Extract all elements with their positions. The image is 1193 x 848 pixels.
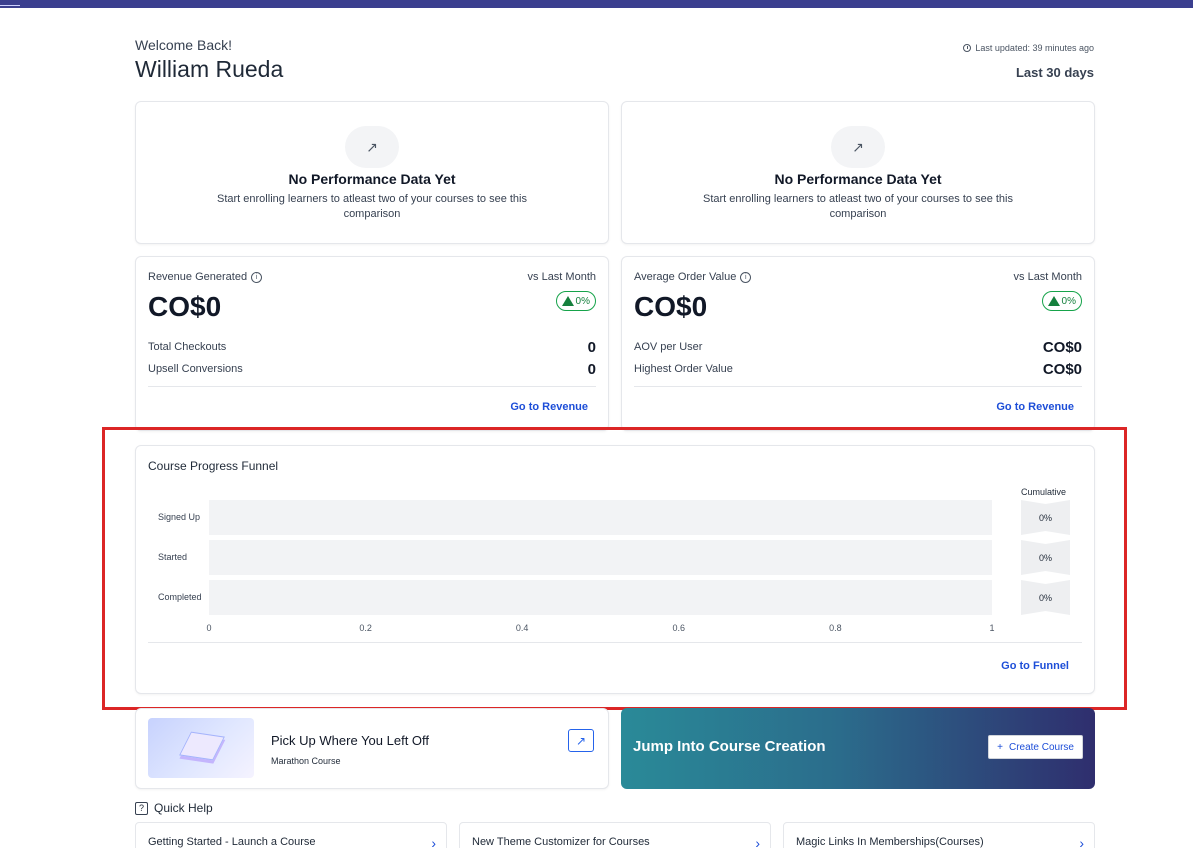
metric-row-label: Highest Order Value bbox=[634, 363, 733, 375]
revenue-label-text: Revenue Generated bbox=[148, 271, 248, 283]
metric-row-label: Total Checkouts bbox=[148, 341, 227, 353]
metric-row-label: AOV per User bbox=[634, 341, 703, 353]
compare-label: vs Last Month bbox=[527, 271, 596, 283]
course-thumbnail[interactable] bbox=[148, 718, 254, 778]
metric-row-value: CO$0 bbox=[1042, 360, 1082, 378]
top-bar bbox=[0, 0, 1193, 8]
last-updated: Last updated: 39 minutes ago bbox=[963, 43, 1094, 53]
performance-card-right: ↗ No Performance Data Yet Start enrollin… bbox=[621, 101, 1095, 244]
info-icon[interactable]: i bbox=[740, 271, 752, 283]
change-value: 0% bbox=[1061, 295, 1076, 307]
divider bbox=[148, 642, 1082, 643]
quick-help-label: Quick Help bbox=[154, 801, 213, 815]
help-article-card[interactable]: Getting Started - Launch a Course › bbox=[135, 822, 447, 848]
top-bar-accent bbox=[0, 5, 20, 6]
book-illustration bbox=[179, 731, 225, 761]
aov-card: Average Order Value i vs Last Month CO$0… bbox=[621, 256, 1095, 431]
metric-row: Total Checkouts 0 bbox=[148, 338, 596, 356]
performance-title: No Performance Data Yet bbox=[774, 171, 942, 187]
chevron-right-icon: › bbox=[755, 835, 760, 848]
funnel-category-label: Started bbox=[158, 552, 188, 562]
funnel-bar-track bbox=[209, 500, 992, 535]
course-creation-banner: Jump Into Course Creation + Create Cours… bbox=[621, 708, 1095, 789]
change-badge: 0% bbox=[1041, 291, 1082, 311]
revenue-card: Revenue Generated i vs Last Month CO$0 0… bbox=[135, 256, 609, 431]
go-to-funnel-link[interactable]: Go to Funnel bbox=[1001, 660, 1069, 672]
triangle-up-icon bbox=[561, 296, 574, 306]
change-badge: 0% bbox=[555, 291, 596, 311]
external-link-button[interactable]: ↗ bbox=[568, 729, 594, 752]
go-to-revenue-link[interactable]: Go to Revenue bbox=[996, 401, 1074, 413]
cumulative-value: 0% bbox=[1021, 540, 1070, 575]
metric-row: Highest Order Value CO$0 bbox=[634, 360, 1082, 378]
welcome-text: Welcome Back! bbox=[135, 37, 232, 53]
metric-row-value: 0 bbox=[587, 338, 596, 356]
go-to-revenue-link[interactable]: Go to Revenue bbox=[510, 401, 588, 413]
trend-up-icon: ↗ bbox=[345, 126, 399, 168]
revenue-label: Revenue Generated i bbox=[148, 271, 263, 283]
metric-row-value: 0 bbox=[587, 360, 596, 378]
performance-card-left: ↗ No Performance Data Yet Start enrollin… bbox=[135, 101, 609, 244]
create-course-label: Create Course bbox=[1008, 741, 1074, 753]
question-icon: ? bbox=[135, 801, 148, 815]
x-tick-label: 0.8 bbox=[829, 623, 842, 633]
x-tick-label: 1 bbox=[989, 623, 995, 633]
x-tick-label: 0.6 bbox=[672, 623, 686, 633]
clock-icon bbox=[963, 44, 972, 52]
date-range-selector[interactable]: Last 30 days bbox=[1015, 65, 1094, 80]
funnel-category-label: Signed Up bbox=[158, 512, 201, 522]
help-article-title: New Theme Customizer for Courses bbox=[472, 836, 650, 848]
x-tick-label: 0.2 bbox=[359, 623, 372, 633]
x-tick-label: 0 bbox=[206, 623, 212, 633]
pickup-card[interactable]: Pick Up Where You Left Off Marathon Cour… bbox=[135, 708, 609, 789]
metric-row: Upsell Conversions 0 bbox=[148, 360, 596, 378]
cumulative-value: 0% bbox=[1021, 580, 1070, 615]
user-name: William Rueda bbox=[135, 56, 284, 82]
info-icon[interactable]: i bbox=[251, 271, 263, 283]
chevron-right-icon: › bbox=[431, 835, 436, 848]
x-tick-label: 0.4 bbox=[515, 623, 529, 633]
pickup-course-name: Marathon Course bbox=[271, 756, 341, 766]
help-article-card[interactable]: New Theme Customizer for Courses › bbox=[459, 822, 771, 848]
aov-label: Average Order Value i bbox=[634, 271, 752, 283]
help-article-title: Getting Started - Launch a Course bbox=[148, 836, 316, 848]
aov-label-text: Average Order Value bbox=[634, 271, 737, 283]
funnel-category-label: Completed bbox=[158, 592, 202, 602]
revenue-value: CO$0 bbox=[148, 291, 222, 322]
plus-icon: + bbox=[997, 741, 1003, 753]
last-updated-text: Last updated: 39 minutes ago bbox=[975, 43, 1094, 53]
help-article-title: Magic Links In Memberships(Courses) bbox=[796, 836, 984, 848]
quick-help-heading: ? Quick Help bbox=[135, 801, 213, 815]
help-article-card[interactable]: Magic Links In Memberships(Courses) › bbox=[783, 822, 1095, 848]
metric-row: AOV per User CO$0 bbox=[634, 338, 1082, 356]
performance-title: No Performance Data Yet bbox=[288, 171, 456, 187]
chevron-right-icon: › bbox=[1079, 835, 1084, 848]
divider bbox=[148, 386, 596, 387]
trend-up-icon: ↗ bbox=[831, 126, 885, 168]
aov-value: CO$0 bbox=[634, 291, 708, 322]
funnel-title: Course Progress Funnel bbox=[148, 459, 279, 473]
course-progress-funnel-card: Course Progress Funnel Cumulative Go to … bbox=[135, 445, 1095, 694]
change-value: 0% bbox=[575, 295, 590, 307]
funnel-bar-track bbox=[209, 580, 992, 615]
create-course-button[interactable]: + Create Course bbox=[988, 735, 1083, 759]
divider bbox=[634, 386, 1082, 387]
compare-label: vs Last Month bbox=[1013, 271, 1082, 283]
course-creation-title: Jump Into Course Creation bbox=[633, 738, 826, 755]
pickup-title: Pick Up Where You Left Off bbox=[271, 733, 430, 748]
cumulative-value: 0% bbox=[1021, 500, 1070, 535]
performance-description: Start enrolling learners to atleast two … bbox=[217, 193, 527, 220]
triangle-up-icon bbox=[1047, 296, 1060, 306]
cumulative-header: Cumulative bbox=[1021, 487, 1067, 497]
metric-row-label: Upsell Conversions bbox=[148, 363, 243, 375]
performance-description: Start enrolling learners to atleast two … bbox=[703, 193, 1013, 220]
funnel-bar-track bbox=[209, 540, 992, 575]
metric-row-value: CO$0 bbox=[1042, 338, 1082, 356]
external-link-icon: ↗ bbox=[575, 733, 587, 748]
